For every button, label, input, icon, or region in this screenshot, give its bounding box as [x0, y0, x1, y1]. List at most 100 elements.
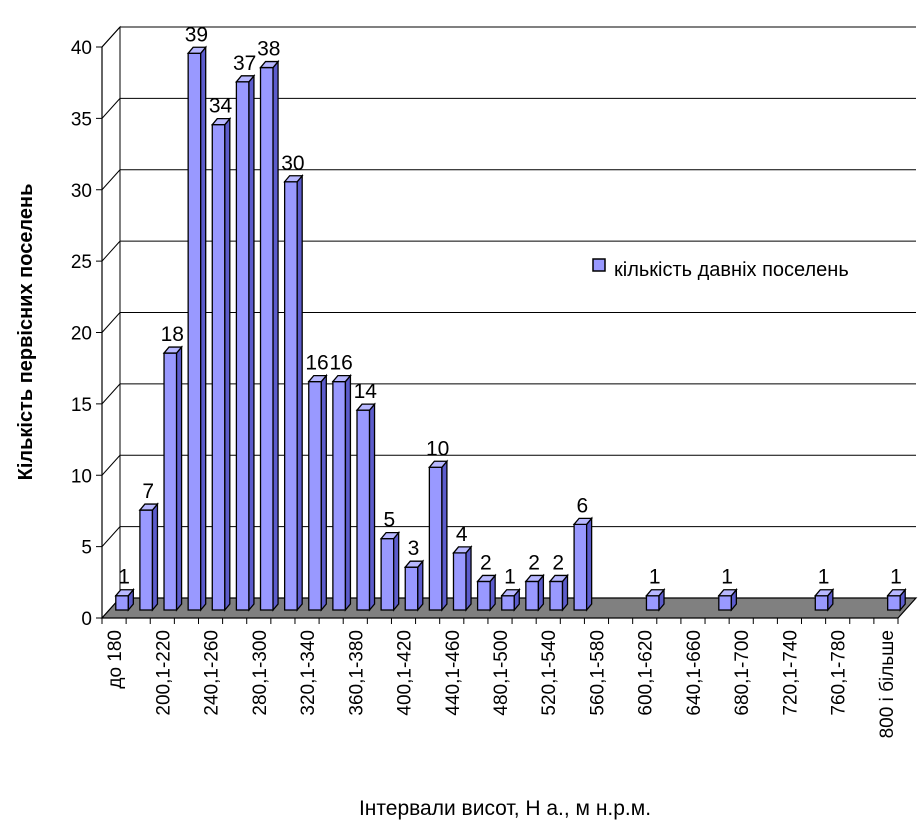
data-label: 14: [354, 380, 378, 403]
x-tick-label: 560,1-580: [587, 630, 608, 716]
x-tick-label: 280,1-300: [250, 630, 271, 716]
bar-top: [403, 560, 425, 568]
bar: [259, 59, 280, 612]
bar-front: [332, 380, 347, 611]
bar: [500, 587, 521, 612]
x-tick-label: 400,1-420: [395, 630, 416, 716]
x-tick-label: 480,1-500: [491, 630, 512, 716]
bar-front: [283, 181, 298, 611]
bar: [114, 587, 135, 612]
bar-top: [162, 346, 183, 354]
gridline-side: [101, 240, 121, 262]
bar: [452, 545, 473, 612]
x-tick-label: 320,1-340: [298, 630, 319, 716]
bar-top: [645, 589, 666, 597]
bar-front: [887, 595, 901, 611]
data-label: 7: [142, 480, 154, 503]
bar-front: [549, 580, 564, 611]
data-label: 2: [528, 551, 540, 574]
x-tick-label: до 180: [105, 630, 126, 689]
x-tick-label: 240,1-260: [202, 630, 223, 716]
bar-front: [645, 595, 660, 611]
bar-side: [417, 559, 424, 612]
bar: [186, 45, 208, 612]
bar: [355, 402, 376, 612]
gridline-side: [101, 26, 121, 48]
y-tick-label: 35: [71, 109, 92, 130]
bar-front: [139, 509, 154, 611]
y-tick-label: 0: [81, 609, 92, 630]
bar-side: [585, 516, 593, 612]
bar-top: [331, 374, 352, 383]
bar-side: [248, 74, 255, 612]
data-label: 16: [329, 352, 352, 375]
bar-front: [259, 66, 274, 611]
x-tick-label: 720,1-740: [780, 630, 801, 716]
bar-side: [175, 345, 183, 612]
bar: [427, 459, 449, 612]
data-label: 37: [233, 52, 256, 75]
bar: [403, 559, 425, 612]
bar-side: [441, 459, 448, 612]
bar: [331, 373, 352, 612]
bar-front: [404, 566, 419, 611]
x-axis-ticks: до 180 200,1-220 240,1-260 280,1-300 320,1-3…: [101, 618, 899, 738]
bar: [572, 516, 594, 612]
bar-front: [525, 580, 540, 611]
y-axis-label: Кількість первісних поселень: [15, 184, 37, 481]
bar-side: [296, 173, 303, 612]
x-tick-label: 760,1-780: [829, 630, 850, 716]
bar-top: [379, 531, 401, 540]
data-label: 30: [281, 152, 304, 175]
bar-front: [380, 537, 395, 611]
y-tick-label: 5: [81, 538, 92, 559]
gridline-side: [101, 312, 121, 333]
bar-side: [272, 59, 279, 612]
y-tick-label: 15: [71, 395, 92, 416]
bar-side: [224, 116, 231, 612]
data-label: 1: [890, 566, 902, 589]
data-label: 2: [552, 551, 564, 574]
bar: [717, 587, 738, 612]
data-label: 3: [408, 537, 420, 560]
bar-front: [428, 466, 443, 611]
bar: [235, 74, 256, 612]
bar: [162, 345, 183, 612]
bar-front: [211, 124, 226, 611]
bar-side: [368, 402, 376, 612]
bar-top: [524, 574, 545, 583]
x-tick-label: 440,1-460: [443, 630, 464, 716]
bar-top: [259, 60, 280, 69]
bar: [210, 116, 232, 612]
x-tick-label: 520,1-540: [539, 630, 560, 716]
bar: [379, 530, 401, 612]
gridline-side: [101, 383, 121, 405]
bar: [548, 573, 569, 612]
y-tick-label: 30: [71, 181, 92, 202]
bar: [524, 573, 545, 612]
bar-top: [186, 46, 208, 54]
bar-side: [200, 45, 207, 612]
data-label: 16: [305, 352, 328, 375]
bar-side: [320, 373, 327, 612]
data-label: 1: [118, 566, 130, 589]
bar-top: [548, 574, 569, 583]
y-axis-ticks: 0 5 10 15 20 25 30 35 40: [71, 38, 102, 630]
x-tick-label: 640,1-660: [684, 630, 705, 716]
x-tick-label: 800 і більше: [877, 630, 898, 738]
y-tick-label: 40: [71, 38, 92, 59]
bar-top: [717, 589, 738, 597]
bar-front: [308, 380, 322, 611]
data-label: 1: [504, 566, 516, 589]
gridline-side: [101, 98, 121, 119]
bar-front: [501, 595, 515, 611]
data-label: 1: [818, 566, 830, 589]
bar: [645, 587, 666, 612]
bar-top: [355, 403, 376, 411]
y-tick-label: 10: [71, 466, 92, 487]
data-label: 1: [721, 566, 733, 589]
y-tick-label: 20: [71, 324, 92, 345]
bar-top: [307, 374, 328, 383]
data-label: 1: [649, 566, 661, 589]
bar-top: [210, 118, 232, 126]
